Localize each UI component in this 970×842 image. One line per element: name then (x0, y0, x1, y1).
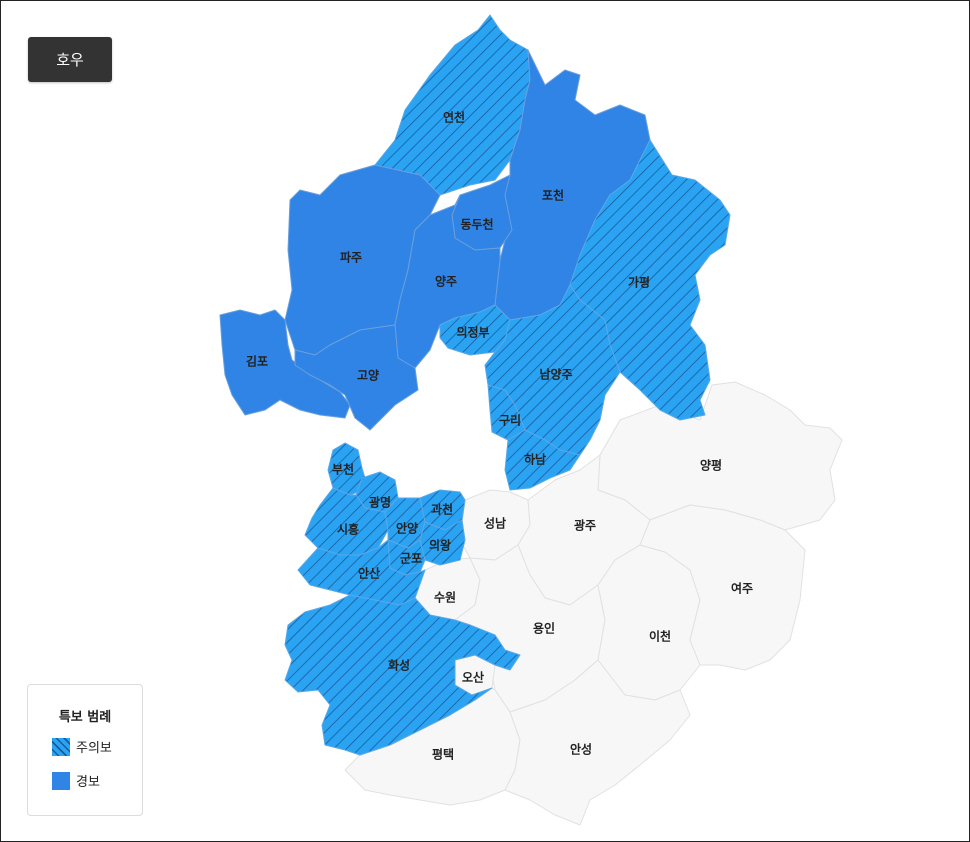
label-siheung: 시흥 (337, 522, 359, 537)
region-icheon[interactable] (597, 544, 701, 701)
label-gwangmyeong: 광명 (369, 495, 391, 510)
label-icheon: 이천 (649, 629, 671, 644)
label-yeoncheon: 연천 (443, 110, 465, 125)
legend-item-warning: 경보 (52, 771, 100, 790)
label-bucheon: 부천 (332, 462, 354, 477)
label-yeoju: 여주 (731, 581, 753, 596)
label-gapyeong: 가평 (628, 275, 650, 290)
label-yongin: 용인 (533, 621, 555, 636)
label-yangju: 양주 (435, 274, 457, 289)
region-goyang[interactable] (294, 324, 419, 431)
region-namyangju[interactable] (484, 284, 621, 456)
region-gimpo[interactable] (219, 309, 351, 419)
label-gimpo: 김포 (246, 354, 268, 369)
label-gwacheon: 과천 (431, 502, 453, 517)
label-guri: 구리 (499, 413, 521, 428)
region-yeoju[interactable] (639, 504, 806, 671)
label-pyeongtaek: 평택 (432, 747, 454, 762)
label-gunpo: 군포 (400, 552, 422, 566)
legend-item-advisory: 주의보 (52, 737, 112, 756)
region-labels: 연천 포천 동두천 파주 양주 가평 김포 고양 의정부 남양주 구리 하남 양… (246, 110, 753, 762)
alert-legend: 특보 범례 주의보 경보 (27, 684, 143, 816)
label-namyangju: 남양주 (539, 367, 572, 382)
region-yeoncheon[interactable] (374, 14, 531, 196)
label-goyang: 고양 (357, 368, 379, 383)
region-hwaseong[interactable] (284, 594, 521, 756)
label-uiwang: 의왕 (429, 538, 451, 553)
warning-swatch (52, 771, 70, 790)
label-anyang: 안양 (396, 521, 418, 536)
label-gwangju: 광주 (574, 518, 596, 533)
label-yangpyeong: 양평 (700, 458, 722, 473)
region-anseong[interactable] (504, 659, 691, 826)
label-hwaseong: 화성 (388, 658, 410, 673)
label-pocheon: 포천 (542, 188, 564, 203)
label-ansan: 안산 (358, 566, 380, 581)
rain-type-button[interactable]: 호우 (28, 37, 112, 82)
label-osan: 오산 (462, 670, 484, 685)
advisory-swatch (52, 737, 70, 756)
region-siheung[interactable] (304, 487, 389, 556)
label-hanam: 하남 (524, 452, 546, 467)
region-ansan[interactable] (297, 539, 426, 606)
region-hanam[interactable] (504, 429, 581, 491)
label-suwon: 수원 (434, 591, 456, 605)
legend-label-warning: 경보 (76, 775, 100, 790)
label-uijeongbu: 의정부 (456, 325, 489, 340)
legend-title: 특보 범례 (58, 710, 112, 725)
label-anseong: 안성 (570, 742, 592, 757)
legend-label-advisory: 주의보 (76, 741, 112, 756)
label-paju: 파주 (340, 250, 362, 265)
label-dongducheon: 동두천 (460, 217, 493, 232)
label-seongnam: 성남 (484, 516, 506, 531)
